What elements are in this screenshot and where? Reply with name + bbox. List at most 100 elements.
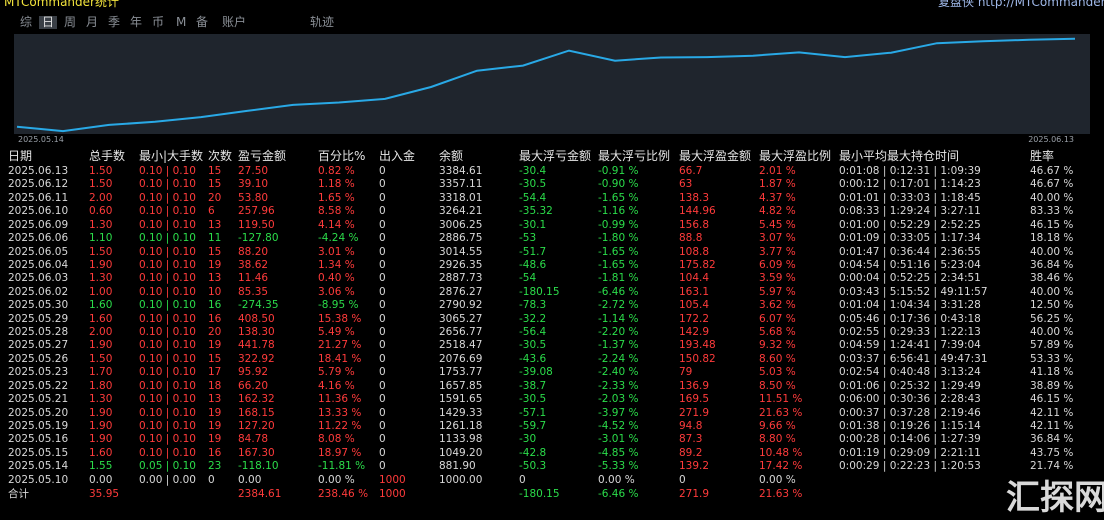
table-cell: 0 xyxy=(379,326,386,339)
table-cell: 1.90 xyxy=(89,406,113,419)
table-cell: 66.7 xyxy=(679,165,703,177)
table-cell: 162.32 xyxy=(238,393,275,406)
table-cell: 0:01:38 | 0:19:26 | 1:15:14 xyxy=(839,419,981,432)
table-cell: 38.62 xyxy=(238,258,269,271)
table-cell: 19 xyxy=(208,258,222,271)
tab[interactable]: 轨迹 xyxy=(310,15,335,29)
table-cell: 1.70 xyxy=(89,366,113,379)
column-header: 出入金 xyxy=(379,149,416,163)
table-cell: 4.14 % xyxy=(318,218,355,231)
table-cell: 20 xyxy=(208,191,222,204)
table-cell: 2025.05.27 xyxy=(8,339,69,352)
table-cell: 1.30 xyxy=(89,393,113,406)
table-cell: 3264.21 xyxy=(439,205,483,218)
column-header: 百分比% xyxy=(318,149,366,163)
tab[interactable]: 月 xyxy=(86,15,99,29)
table-cell: 0 xyxy=(379,191,386,204)
site-link[interactable]: 复盘侠 http://MTCommander.com xyxy=(938,0,1104,9)
table-cell: 0.10 | 0.10 xyxy=(139,366,196,379)
table-cell: 0.10 | 0.10 xyxy=(139,232,196,245)
table-cell: 2025.06.02 xyxy=(8,285,69,298)
table-cell: -30 xyxy=(519,433,537,446)
table-cell: 3.62 % xyxy=(759,299,796,312)
table-cell: 0:02:55 | 0:29:33 | 1:22:13 xyxy=(839,326,981,339)
table-cell: 40.00 % xyxy=(1030,326,1074,339)
tab[interactable]: 账户 xyxy=(222,15,247,29)
table-cell: 1753.77 xyxy=(439,366,483,379)
table-cell: 0:04:59 | 1:24:41 | 7:39:04 xyxy=(839,339,981,352)
x-end-label: 2025.06.13 xyxy=(1028,135,1074,144)
table-cell: 2.01 % xyxy=(759,165,796,177)
table-cell: 88.20 xyxy=(238,245,269,258)
table-cell: 168.15 xyxy=(238,406,275,419)
tab[interactable]: M xyxy=(176,15,187,29)
table-cell: 13 xyxy=(208,218,222,231)
table-cell: 0:00:28 | 0:14:06 | 1:27:39 xyxy=(839,433,981,446)
table-cell: 0 xyxy=(379,433,386,446)
tab[interactable]: 日 xyxy=(39,16,58,29)
table-cell: 0.10 | 0.10 xyxy=(139,178,196,191)
table-cell: -0.90 % xyxy=(598,178,639,191)
table-cell: 2025.05.26 xyxy=(8,352,69,365)
table-cell: -1.81 % xyxy=(598,272,639,285)
table-cell: 0 xyxy=(379,218,386,231)
table-cell: 27.50 xyxy=(238,165,269,177)
table-cell: -57.1 xyxy=(519,406,547,419)
tab[interactable]: 周 xyxy=(64,15,77,29)
table-cell: 89.2 xyxy=(679,446,703,459)
table-cell: 15 xyxy=(208,245,222,258)
table-cell: 11.36 % xyxy=(318,393,362,406)
table-cell: 5.45 % xyxy=(759,218,796,231)
total-cell: 合计 xyxy=(8,488,29,501)
table-cell: 1.50 xyxy=(89,245,113,258)
table-cell: 1133.98 xyxy=(439,433,483,446)
tab[interactable]: 币 xyxy=(152,15,165,29)
table-cell: 1657.85 xyxy=(439,379,483,392)
table-cell: 0:01:04 | 1:04:34 | 3:31:28 xyxy=(839,299,981,312)
table-cell: 2025.06.06 xyxy=(8,232,69,245)
table-cell: 108.8 xyxy=(679,245,710,258)
table-cell: 0 xyxy=(379,379,386,392)
balance-line xyxy=(16,37,1076,133)
table-cell: -30.1 xyxy=(519,218,547,231)
tab[interactable]: 备 xyxy=(196,15,209,29)
table-cell: 0:00:12 | 0:17:01 | 1:14:23 xyxy=(839,178,981,191)
table-cell: 2025.05.15 xyxy=(8,446,69,459)
table-cell: 0 xyxy=(379,178,386,191)
table-cell: 3.77 % xyxy=(759,245,796,258)
tab[interactable]: 季 xyxy=(108,15,121,29)
table-cell: -2.03 % xyxy=(598,393,639,406)
table-cell: 3.01 % xyxy=(318,245,355,258)
table-cell: 3357.11 xyxy=(439,178,483,191)
table-cell: 0 xyxy=(379,245,386,258)
table-cell: 2025.05.29 xyxy=(8,312,69,325)
table-cell: -2.72 % xyxy=(598,299,639,312)
table-cell: 0 xyxy=(379,299,386,312)
column-header: 日期 xyxy=(8,149,33,163)
table-cell: 0.10 | 0.10 xyxy=(139,191,196,204)
table-cell: 2025.06.03 xyxy=(8,272,69,285)
table-cell: 0 xyxy=(379,258,386,271)
table-cell: 163.1 xyxy=(679,285,710,298)
table-cell: 6.07 % xyxy=(759,312,796,325)
tab[interactable]: 综 xyxy=(20,15,33,29)
table-cell: 1591.65 xyxy=(439,393,483,406)
table-cell: 1.50 xyxy=(89,165,113,177)
table-cell: 57.89 % xyxy=(1030,339,1074,352)
table-cell: 1.34 % xyxy=(318,258,355,271)
table-cell: 1.30 xyxy=(89,218,113,231)
column-header: 最大浮亏金额 xyxy=(519,149,592,163)
table-cell: 0:00:04 | 0:52:25 | 2:34:51 xyxy=(839,272,981,285)
table-cell: 2025.05.23 xyxy=(8,366,69,379)
tab[interactable]: 年 xyxy=(130,15,143,29)
total-cell: -180.15 xyxy=(519,488,560,501)
table-cell: 156.8 xyxy=(679,218,710,231)
table-cell: 0:01:00 | 0:52:29 | 2:52:25 xyxy=(839,218,981,231)
table-cell: 39.10 xyxy=(238,178,269,191)
table-cell: 0 xyxy=(379,272,386,285)
table-cell: 322.92 xyxy=(238,352,275,365)
table-cell: 1.60 xyxy=(89,312,113,325)
table-cell: 0.10 | 0.10 xyxy=(139,339,196,352)
table-cell: 13 xyxy=(208,393,222,406)
table-cell: 21.27 % xyxy=(318,339,362,352)
